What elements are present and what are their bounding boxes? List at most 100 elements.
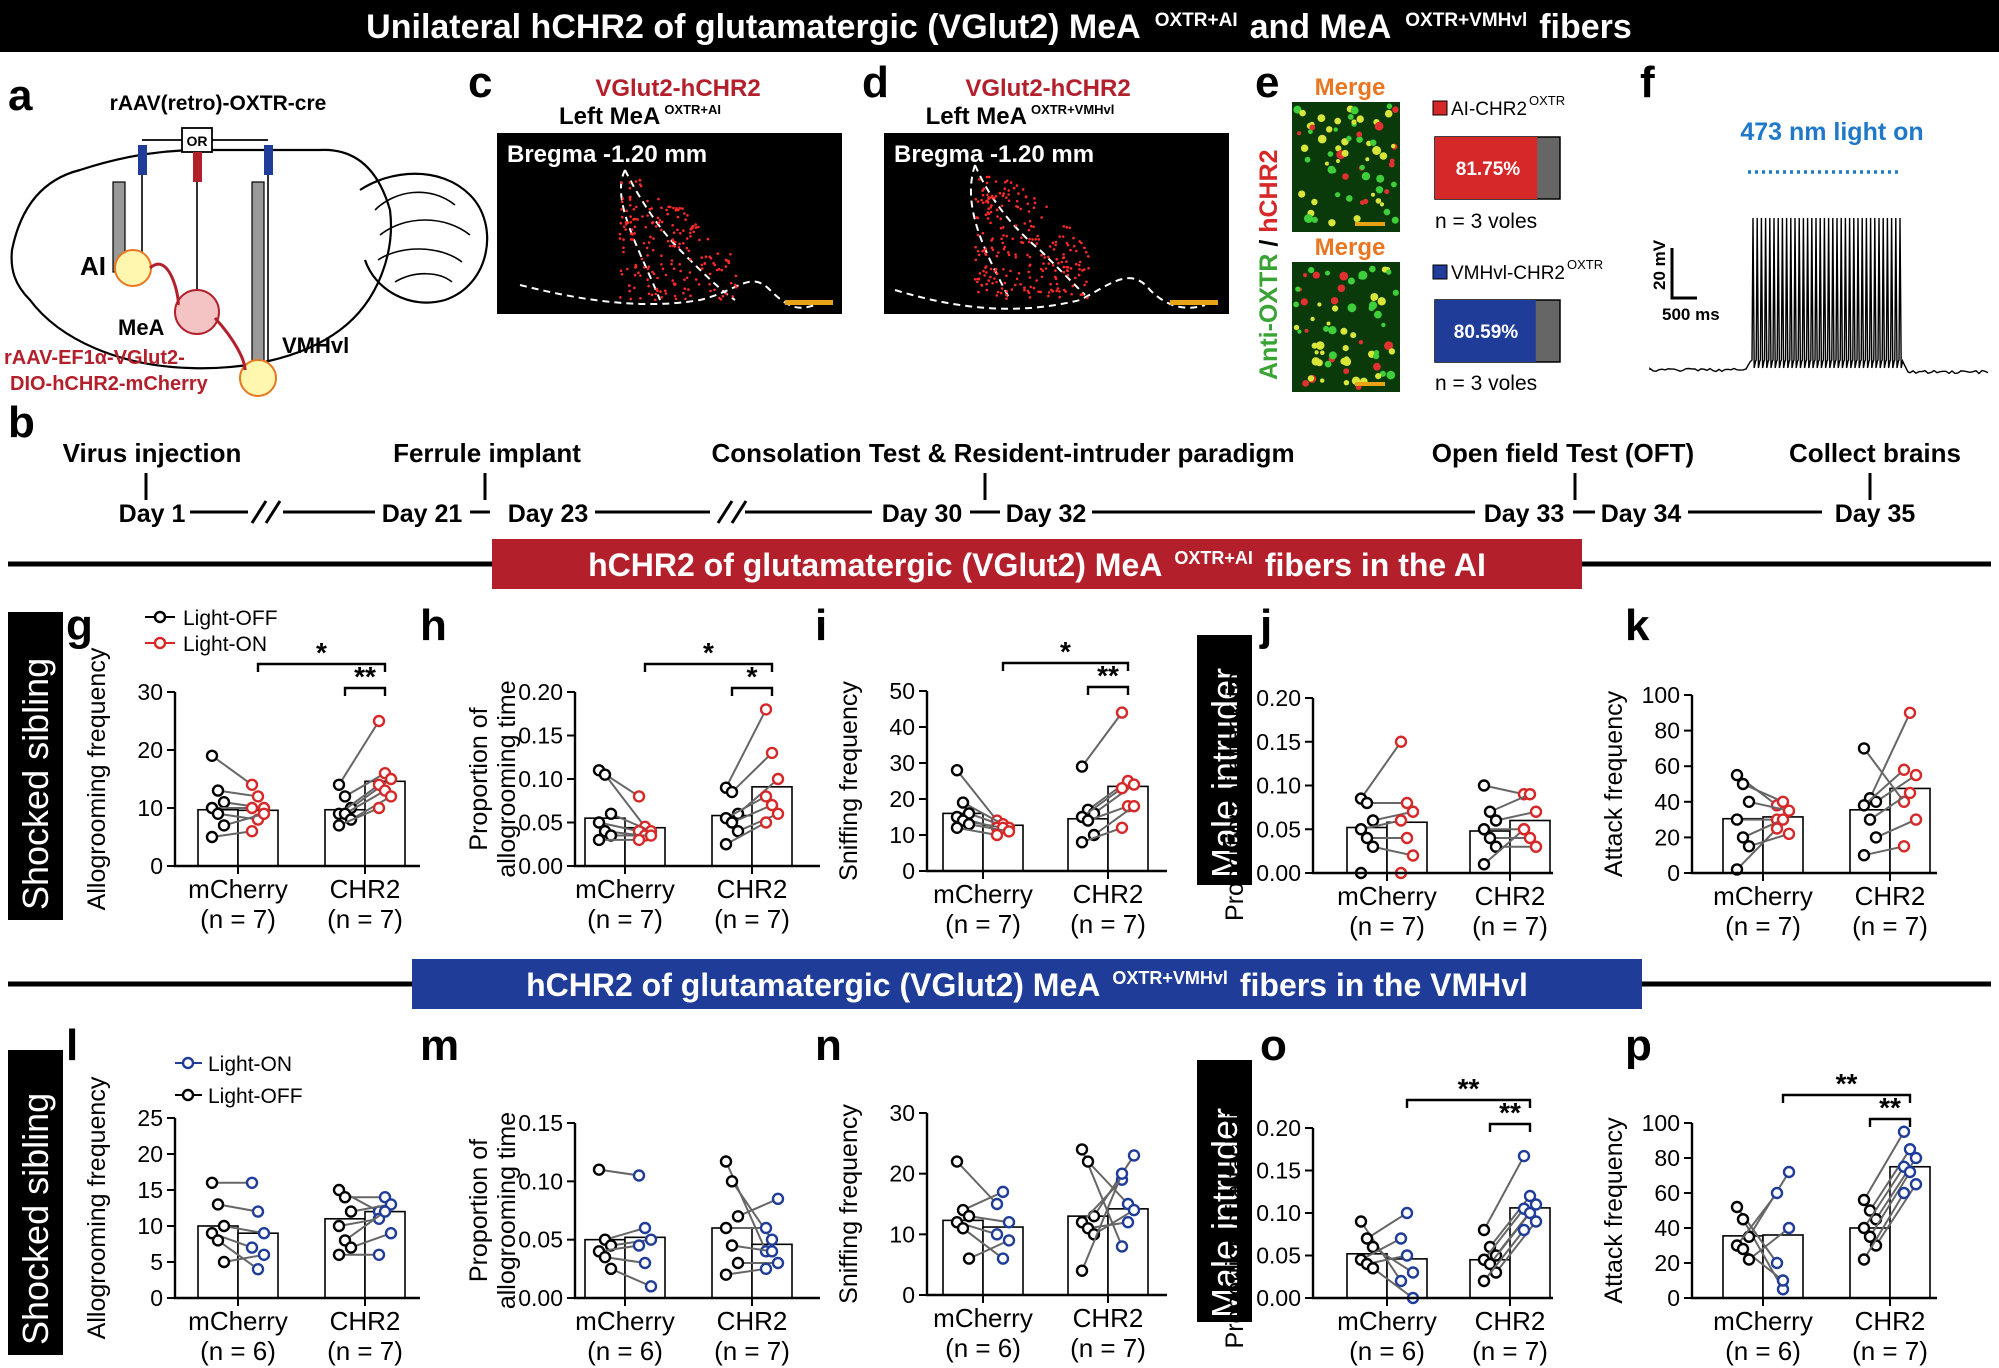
cell-dot [995,208,999,212]
significance-label: * [703,637,714,668]
point-on [1770,1256,1784,1270]
cell-dot [1028,276,1032,279]
cell-dot [664,292,668,295]
significance-label: ** [1499,1097,1521,1128]
cell-dot [984,266,987,270]
cell-dot [1057,261,1060,265]
merge-cell [1309,124,1316,131]
cell-dot [646,199,649,203]
cell-dot [1001,194,1005,198]
point-off [1360,1232,1374,1245]
pair-line [1869,1171,1911,1238]
cell-dot [1037,238,1040,241]
point-on [251,790,265,803]
cell-dot [685,237,689,240]
point-off [1366,814,1380,827]
pair-line [598,1244,640,1253]
cell-dot [1052,248,1056,251]
merge-cell [1372,146,1382,155]
merge-label-bottom: Merge [1315,234,1386,261]
n-label: (n = 7) [714,904,790,934]
point-off [211,807,225,820]
cell-dot [1040,275,1044,279]
cell-dot [1068,226,1071,230]
point-off [217,819,231,832]
cell-dot [661,267,665,271]
pair-line [1372,810,1414,822]
cell-dot [1061,235,1065,238]
merge-cell [1298,190,1306,198]
cell-dot [721,294,725,298]
point-on [372,801,386,815]
significance-bracket [343,686,387,696]
cell-dot [1069,248,1072,252]
pair-line [737,812,779,833]
scale-bar-c [785,300,833,305]
pair-line [968,1215,1010,1224]
cell-dot [1072,236,1075,240]
merge-cell [1391,181,1397,188]
point-off [1742,840,1756,853]
pair-line [1863,845,1905,857]
cell-dot [985,175,989,179]
day-30: Day 30 [882,500,963,528]
merge-cell [1392,106,1399,113]
merge-cell [1295,286,1301,292]
category-label: CHR2 [1073,1303,1144,1333]
category-label: mCherry [188,874,288,904]
panel-d-title: VGlut2-hCHR2 [965,75,1130,102]
cell-dot [1002,226,1005,229]
cell-dot [1066,269,1070,273]
cell-dot [1054,240,1058,244]
pair-line [338,720,380,786]
point-off [1857,849,1871,862]
bregma-d: Bregma -1.20 mm [894,141,1094,168]
point-off [719,1155,733,1168]
cell-dot [694,223,697,226]
day-35: Day 35 [1835,500,1916,528]
pair-line [344,1210,386,1242]
panel-letter-n: n [815,1021,842,1070]
point-off [1483,1257,1497,1271]
category-label: mCherry [1337,1306,1437,1336]
legend-swatch-ai [1432,100,1448,116]
point-on [384,790,398,803]
merge-cell [1336,159,1340,163]
pair-line [1483,1155,1525,1231]
cell-dot [646,254,649,257]
syringe-right [264,145,273,175]
cell-dot [1021,188,1025,191]
pair-line [1081,1173,1123,1272]
point-off [1477,858,1491,871]
event-collect: Collect brains [1789,438,1961,468]
point-off [332,819,346,832]
cell-dot [629,297,632,301]
point-off [1863,813,1877,826]
merge-cell [1308,267,1315,274]
cell-dot [995,254,999,258]
point-off [1742,795,1756,808]
category-label: CHR2 [1073,879,1144,909]
y-tick-label: 0 [902,1282,915,1308]
pair-line [211,830,253,838]
pair-line [1372,1246,1414,1274]
point-on [765,798,779,812]
cell-dot [1085,250,1088,254]
pair-line [217,789,259,798]
category-label: mCherry [575,874,675,904]
panel-letter-i: i [815,601,827,650]
merge-cell [1328,219,1336,227]
y-tick-label: 0.10 [518,766,563,792]
cell-dot [731,295,734,298]
shocked-label-box-2 [8,1050,63,1355]
y-tick-label: 0.15 [1256,729,1301,755]
cell-dot [987,207,990,210]
cell-dot [626,267,629,271]
merge-cell [1312,271,1320,279]
cell-dot [1024,195,1028,199]
point-off [1857,799,1871,812]
cell-dot [1051,289,1055,293]
category-label: mCherry [1337,881,1437,911]
cell-dot [1007,193,1010,196]
